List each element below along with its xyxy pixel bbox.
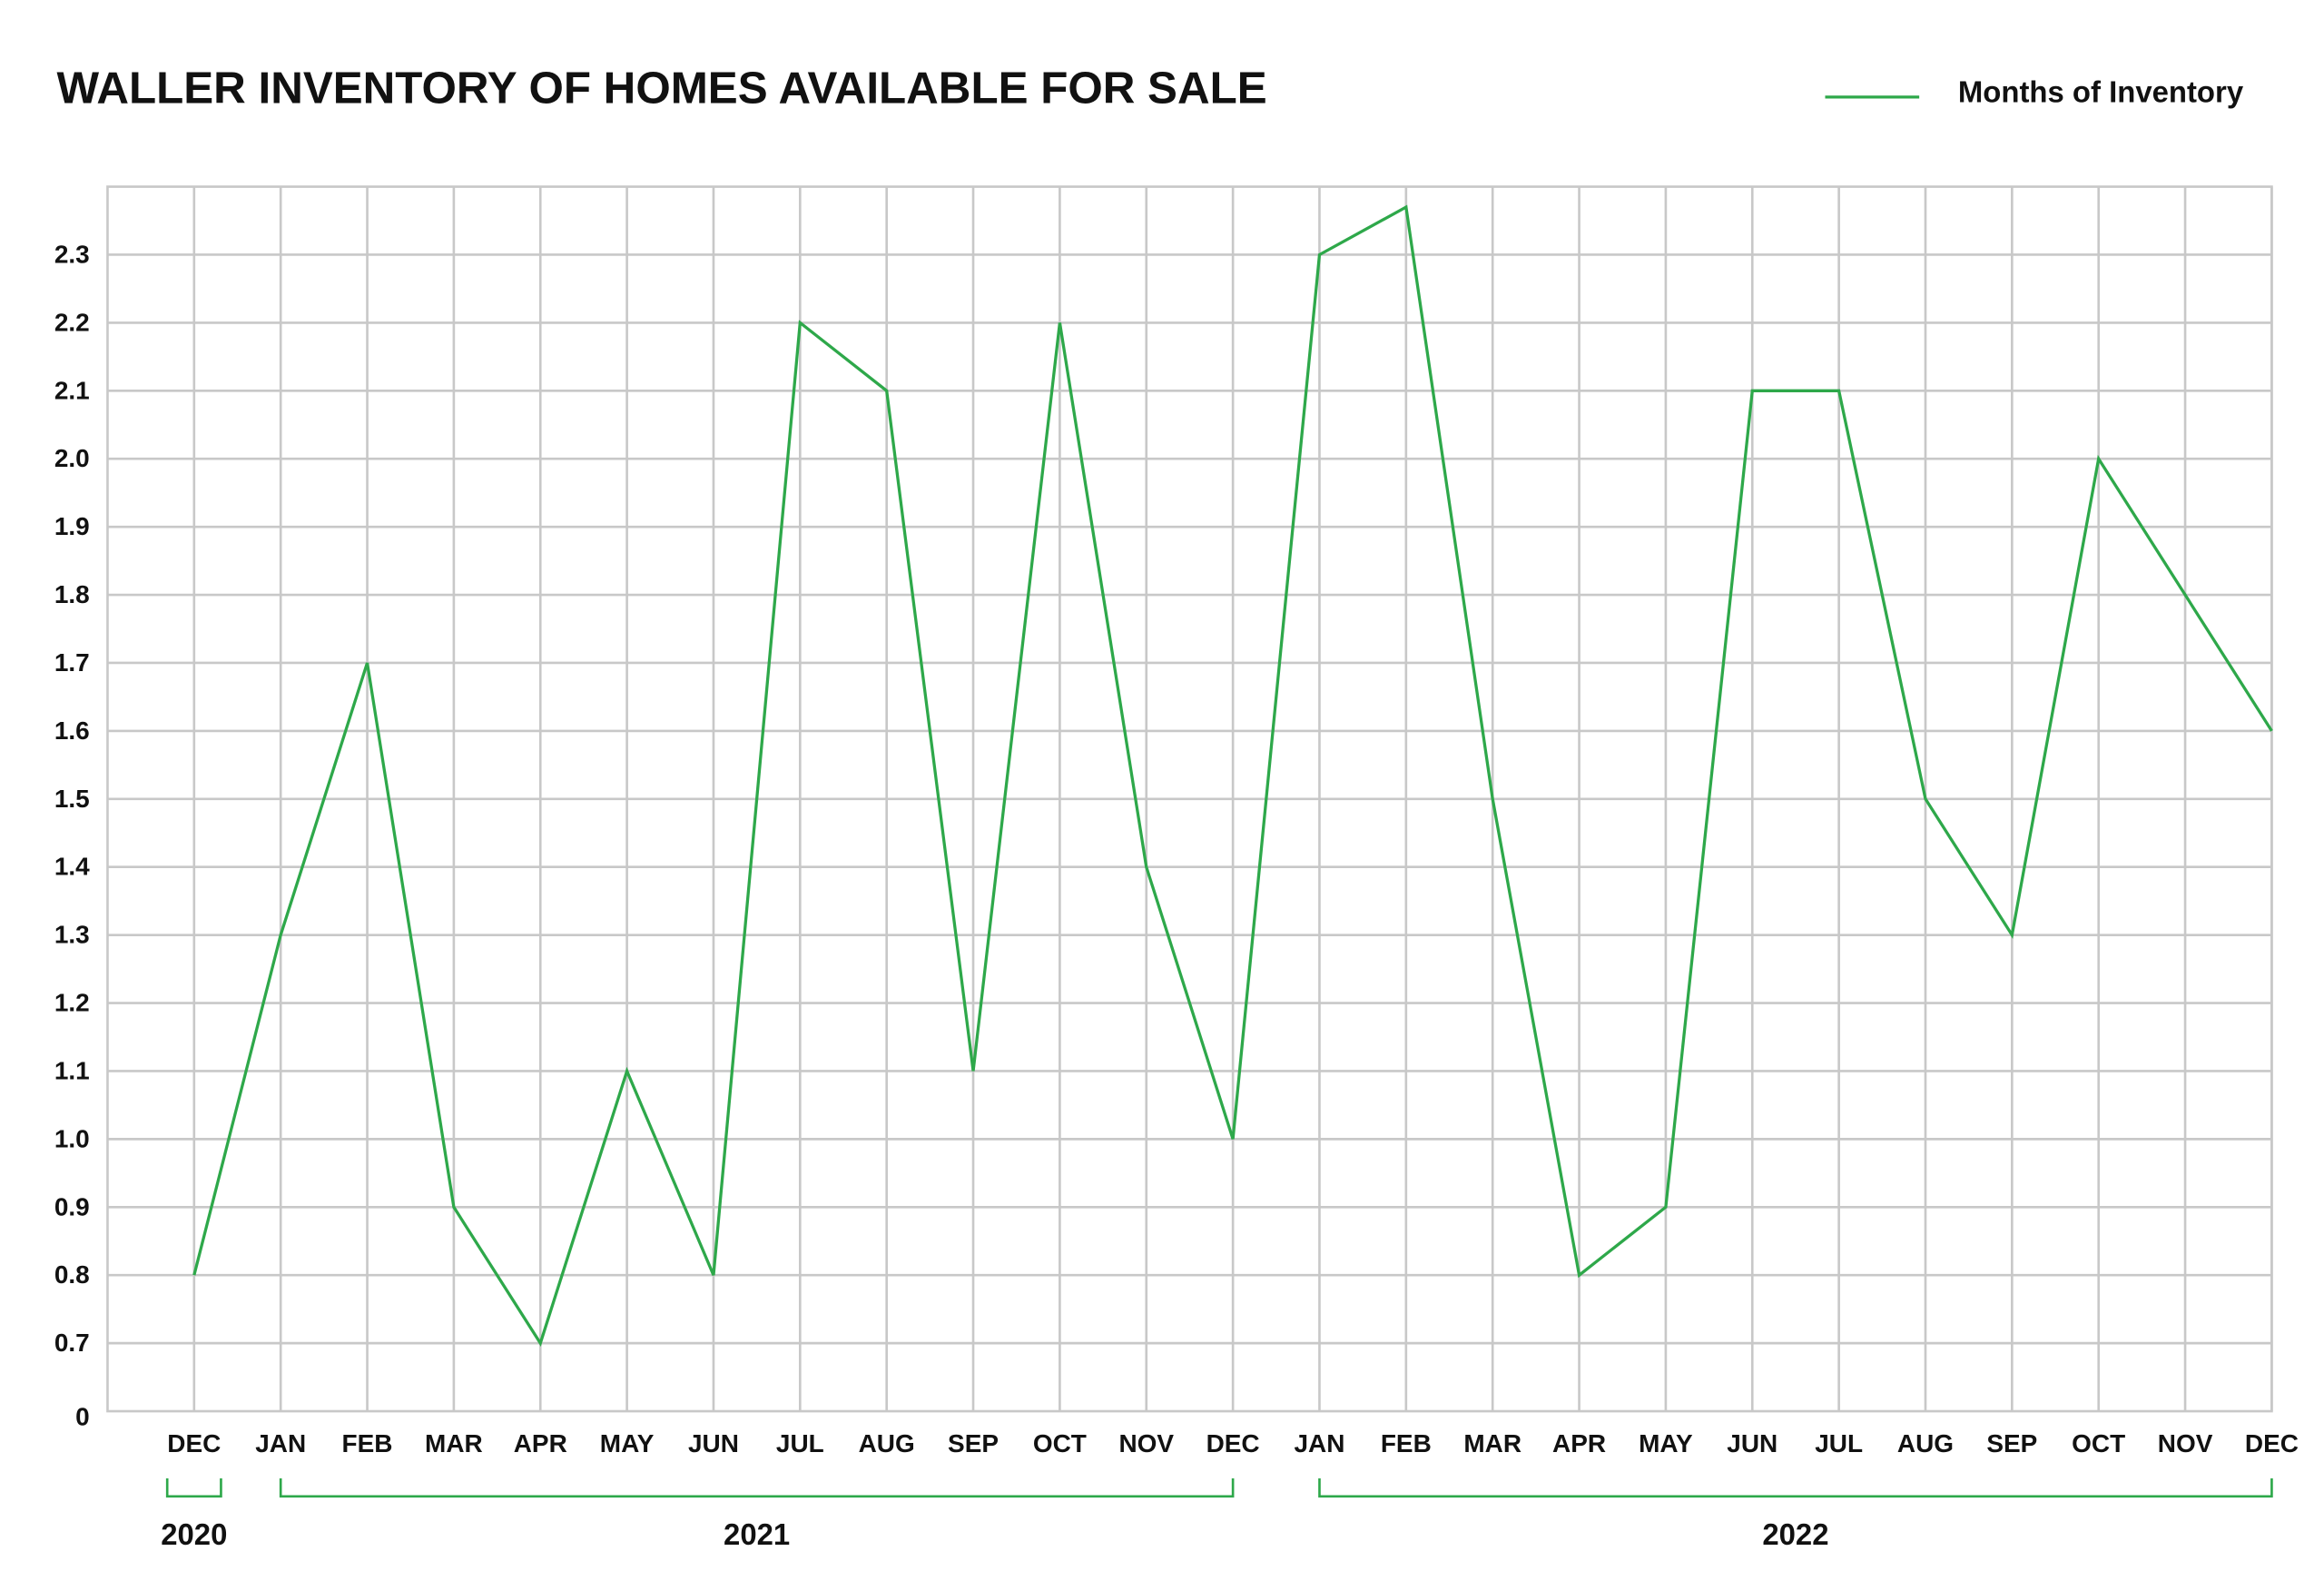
- x-tick-label: MAR: [425, 1429, 483, 1457]
- x-tick-label: SEP: [1986, 1429, 2037, 1457]
- x-tick-label: JUN: [688, 1429, 739, 1457]
- y-tick-label: 2.1: [54, 376, 90, 404]
- x-tick-label: JUN: [1727, 1429, 1777, 1457]
- year-bracket: [165, 1478, 222, 1498]
- x-tick-label: AUG: [1897, 1429, 1954, 1457]
- x-tick-label: NOV: [1118, 1429, 1174, 1457]
- year-label: 2020: [161, 1517, 227, 1551]
- y-tick-label: 2.2: [54, 308, 90, 336]
- y-tick-label: 1.3: [54, 921, 90, 949]
- year-label: 2022: [1762, 1517, 1828, 1551]
- x-tick-label: NOV: [2158, 1429, 2213, 1457]
- y-tick-label: 1.7: [54, 648, 90, 677]
- y-tick-label: 1.0: [54, 1124, 90, 1152]
- year-bracket: [1318, 1478, 2273, 1498]
- x-tick-label: JAN: [255, 1429, 306, 1457]
- y-tick-label: 2.3: [54, 241, 90, 269]
- y-tick-label: 1.2: [54, 989, 90, 1017]
- y-tick-label: 2.0: [54, 444, 90, 472]
- year-bracket: [279, 1478, 1235, 1498]
- x-tick-label: FEB: [342, 1429, 393, 1457]
- y-tick-label: 1.1: [54, 1057, 90, 1085]
- series-line: [192, 204, 2273, 1347]
- y-tick-label: 1.8: [54, 580, 90, 608]
- y-tick-label: 0.9: [54, 1192, 90, 1220]
- x-tick-label: JUL: [776, 1429, 824, 1457]
- y-tick-label: 1.6: [54, 716, 90, 745]
- x-tick-label: OCT: [2072, 1429, 2125, 1457]
- x-tick-label: MAR: [1463, 1429, 1521, 1457]
- x-tick-label: FEB: [1381, 1429, 1432, 1457]
- x-tick-label: JAN: [1295, 1429, 1345, 1457]
- x-tick-label: DEC: [167, 1429, 221, 1457]
- x-tick-label: DEC: [2245, 1429, 2299, 1457]
- x-tick-label: SEP: [948, 1429, 999, 1457]
- x-tick-label: APR: [514, 1429, 567, 1457]
- x-tick-label: DEC: [1206, 1429, 1260, 1457]
- y-tick-label: 1.5: [54, 785, 90, 813]
- chart-title: WALLER INVENTORY OF HOMES AVAILABLE FOR …: [57, 63, 1267, 113]
- legend-label: Months of Inventory: [1958, 74, 2244, 108]
- x-tick-label: OCT: [1033, 1429, 1087, 1457]
- x-tick-label: AUG: [859, 1429, 915, 1457]
- x-tick-label: MAY: [600, 1429, 655, 1457]
- y-break-label: 0: [75, 1403, 90, 1431]
- x-tick-label: JUL: [1815, 1429, 1863, 1457]
- y-tick-label: 0.7: [54, 1329, 90, 1357]
- y-tick-label: 1.9: [54, 512, 90, 540]
- x-tick-label: APR: [1552, 1429, 1606, 1457]
- y-tick-label: 0.8: [54, 1260, 90, 1289]
- x-tick-label: MAY: [1639, 1429, 1693, 1457]
- y-tick-label: 1.4: [54, 853, 90, 881]
- year-label: 2021: [724, 1517, 790, 1551]
- plot-border: [106, 185, 2273, 1413]
